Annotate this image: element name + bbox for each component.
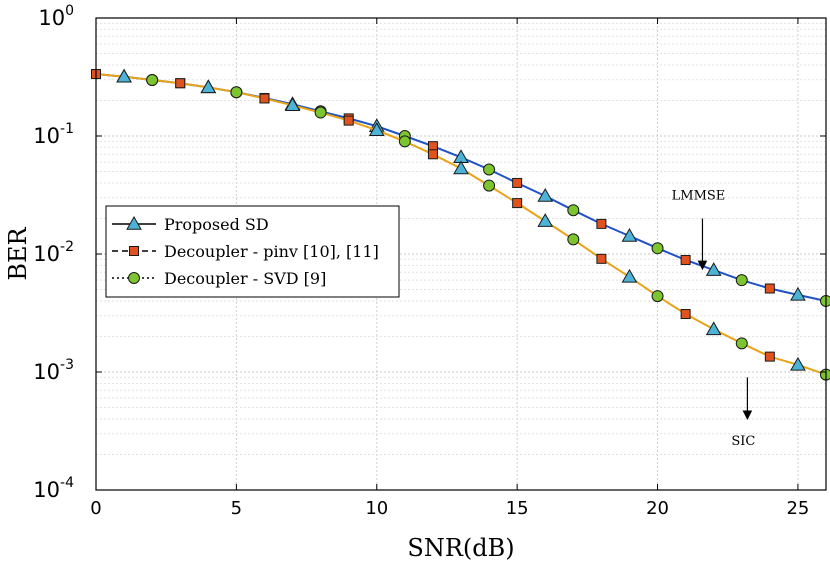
- data-point: [512, 177, 523, 188]
- y-tick-label: 10-3: [33, 357, 74, 384]
- data-point: [343, 115, 354, 126]
- data-point: [259, 93, 270, 104]
- data-point: [483, 179, 496, 192]
- data-point: [398, 135, 411, 148]
- series-sic: [91, 68, 830, 381]
- data-point: [427, 149, 438, 160]
- y-axis-title: BER: [4, 226, 32, 280]
- data-point: [651, 290, 664, 303]
- data-point: [512, 198, 523, 209]
- data-point: [820, 368, 830, 381]
- annotations: LMMSE SIC: [672, 188, 756, 449]
- data-point: [735, 274, 748, 287]
- data-point: [705, 321, 722, 336]
- legend-entry: Decoupler - pinv [10], [11]: [112, 242, 379, 261]
- data-point: [537, 213, 554, 227]
- y-tick-label: 10-1: [33, 121, 74, 148]
- data-point: [200, 79, 217, 94]
- legend-label: Decoupler - SVD [9]: [164, 269, 326, 288]
- data-point: [116, 68, 132, 83]
- data-point: [790, 286, 806, 301]
- annotation-label-sic: SIC: [731, 434, 755, 449]
- data-point: [596, 253, 607, 264]
- data-point: [146, 74, 159, 87]
- y-tick-label: 10-2: [33, 239, 74, 266]
- data-point: [230, 86, 243, 99]
- series-layer: [91, 68, 830, 381]
- legend-entry: Decoupler - SVD [9]: [112, 269, 326, 288]
- x-tick-label: 15: [506, 498, 529, 519]
- data-point: [764, 283, 775, 294]
- data-point: [483, 163, 496, 176]
- data-point: [621, 268, 638, 283]
- data-point: [175, 78, 186, 89]
- data-point: [537, 188, 554, 202]
- data-point: [735, 337, 748, 350]
- y-tick-label: 100: [38, 3, 74, 30]
- x-tick-label: 5: [231, 498, 242, 519]
- data-point: [453, 160, 469, 175]
- x-tick-label: 25: [786, 498, 809, 519]
- y-tick-label: 10-4: [33, 475, 74, 502]
- legend-marker-triangle: [126, 215, 142, 230]
- legend-entry: Proposed SD: [112, 215, 269, 234]
- data-point: [621, 228, 638, 242]
- x-tick-label: 0: [90, 498, 101, 519]
- data-point: [368, 122, 385, 136]
- data-point: [567, 204, 580, 217]
- data-point: [284, 97, 301, 112]
- data-point: [651, 242, 664, 255]
- data-point: [596, 218, 607, 229]
- ticks: 0 5 10 15 20 25 100 10-1 10-2 10-3 10-4: [33, 3, 826, 519]
- data-point: [567, 233, 580, 246]
- legend-marker-circle: [128, 272, 140, 284]
- legend-label: Proposed SD: [164, 215, 269, 234]
- legend-label: Decoupler - pinv [10], [11]: [164, 242, 379, 261]
- data-point: [705, 262, 722, 276]
- x-axis-title: SNR(dB): [407, 534, 514, 562]
- x-tick-label: 10: [365, 498, 388, 519]
- data-point: [790, 356, 806, 371]
- legend: Proposed SD Decoupler - pinv [10], [11] De…: [105, 205, 400, 298]
- annotation-label-lmmse: LMMSE: [672, 188, 726, 203]
- data-point: [764, 351, 775, 362]
- data-point: [314, 106, 327, 119]
- x-tick-label: 20: [646, 498, 669, 519]
- data-point: [820, 294, 830, 307]
- data-point: [680, 309, 691, 320]
- data-point: [680, 254, 691, 265]
- legend-marker-square: [129, 246, 139, 256]
- grid: [95, 18, 826, 490]
